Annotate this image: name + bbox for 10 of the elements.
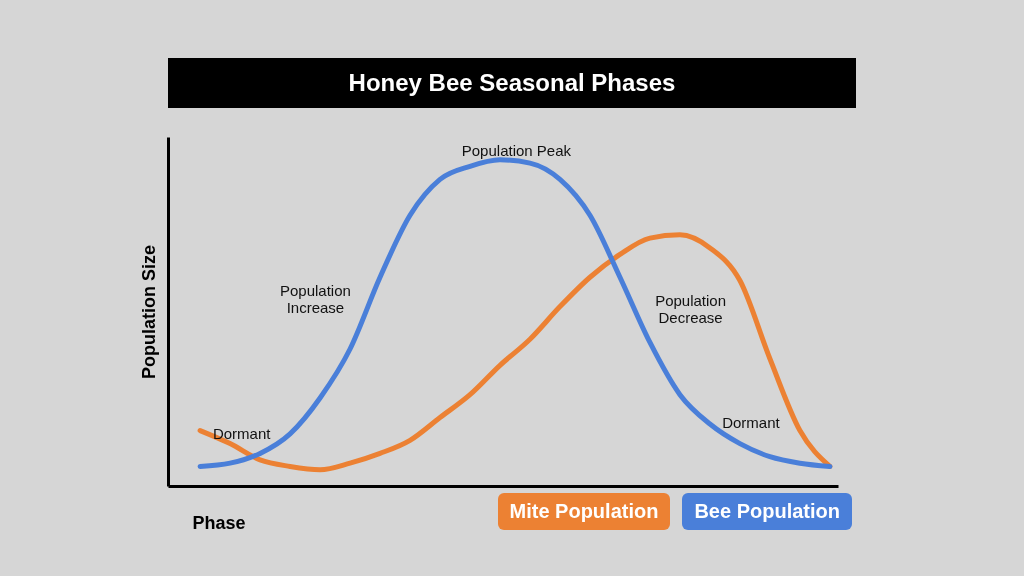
text: Mite Population xyxy=(497,493,671,530)
annotation: Dormant xyxy=(212,424,272,442)
text: Population Peak xyxy=(461,141,572,159)
x-axis-title: Phase xyxy=(192,512,246,533)
chart-title: Honey Bee Seasonal Phases xyxy=(168,58,856,108)
series-label: Bee Population xyxy=(682,493,852,530)
annotation: Population Decrease xyxy=(655,292,727,327)
annotation: Population Increase xyxy=(279,281,351,316)
y-axis-title: Population Size xyxy=(138,244,159,380)
annotation: Dormant xyxy=(722,414,781,432)
